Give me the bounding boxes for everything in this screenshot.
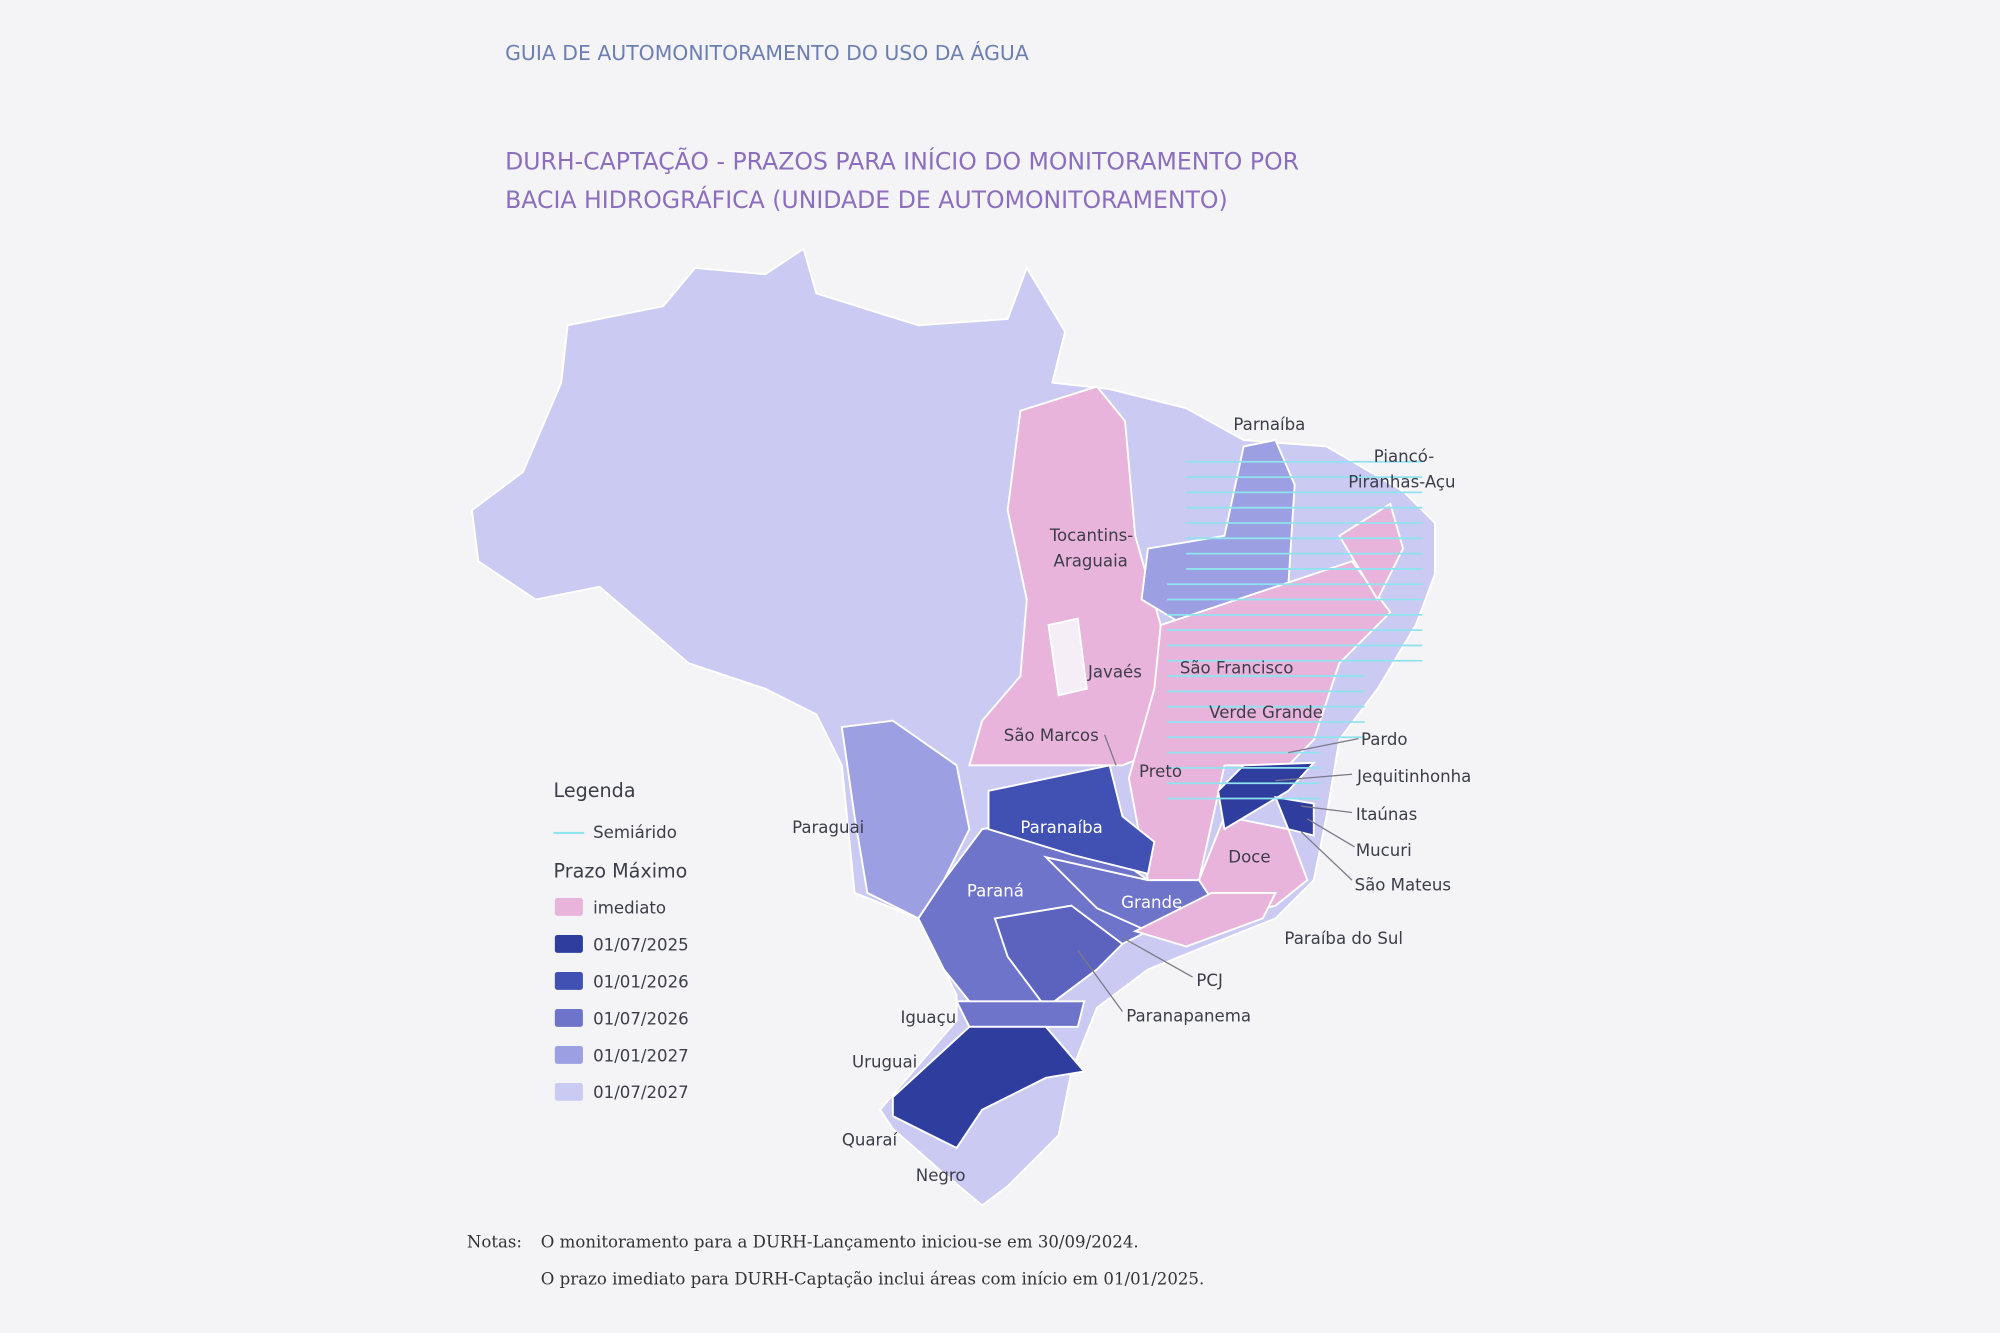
region-label: Uruguai [852, 1053, 917, 1072]
legend-label: 01/07/2025 [593, 935, 689, 954]
pointer [1122, 936, 1193, 978]
pointer [1275, 773, 1353, 782]
region-label: Jequitinhonha [1356, 767, 1471, 786]
region-label: Piancó- [1374, 447, 1434, 466]
region-label: Iguaçu [901, 1008, 957, 1027]
legend-subtitle: Prazo Máximo [554, 860, 688, 883]
pointer [1288, 737, 1359, 754]
legend-label: 01/07/2026 [593, 1009, 689, 1028]
region-paranaiba [987, 764, 1156, 875]
map [470, 247, 1436, 1207]
region-paraiba-do-sul [1132, 891, 1278, 948]
pointer [1077, 949, 1123, 1012]
region-label: Araguaia [1054, 551, 1128, 570]
region-label: São Francisco [1180, 659, 1294, 678]
note-line: O prazo imediato para DURH-Captação incl… [541, 1269, 1204, 1288]
region-pianco [1337, 502, 1405, 602]
region-label: Parnaíba [1233, 415, 1305, 434]
region-label: Javaés [1087, 662, 1142, 681]
brazil-outline [470, 247, 1436, 1207]
region-label: Paranaíba [1020, 818, 1102, 837]
region-label: Paraguai [792, 818, 864, 837]
region-label: Quaraí [842, 1130, 899, 1149]
region-label: Paraíba do Sul [1284, 929, 1403, 948]
legend-semiarid: Semiárido [593, 823, 677, 842]
region-label: PCJ [1196, 971, 1222, 990]
figure-title: DURH-CAPTAÇÃO - PRAZOS PARA INÍCIO DO MO… [505, 148, 1299, 176]
figure-title: BACIA HIDROGRÁFICA (UNIDADE DE AUTOMONIT… [505, 186, 1228, 214]
region-label: Paraná [967, 882, 1024, 901]
region-label: Piranhas-Açu [1348, 472, 1455, 491]
region-label: São Mateus [1355, 875, 1451, 894]
pointer [1300, 805, 1353, 814]
legend-label: 01/07/2027 [593, 1083, 689, 1102]
semiarid-hatching [1167, 460, 1423, 800]
region-label: São Marcos [1004, 726, 1099, 745]
legend-swatch [554, 1082, 583, 1101]
region-label: Verde Grande [1209, 703, 1323, 722]
legend-swatch [554, 898, 583, 916]
region-label: Mucuri [1356, 841, 1412, 860]
region-paranapanema [993, 904, 1124, 1010]
region-uruguai [891, 1025, 1087, 1150]
legend-title: Legenda [554, 779, 636, 802]
notes: Notas: O monitoramento para a DURH-Lança… [467, 1232, 1204, 1288]
note-line: O monitoramento para a DURH-Lançamento i… [541, 1232, 1139, 1251]
region-label: Itaúnas [1356, 805, 1417, 824]
notes-label: Notas: [467, 1232, 522, 1251]
map-labels: Parnaíba Piancó- Piranhas-Açu Tocantins- Ara… [792, 415, 1471, 1185]
region-label: Tocantins- [1049, 526, 1133, 545]
region-label: Preto [1139, 762, 1182, 781]
legend-label: 01/01/2026 [593, 972, 689, 991]
pointers [1077, 734, 1359, 1012]
header-title: GUIA DE AUTOMONITORAMENTO DO USO DA ÁGUA [505, 40, 1029, 65]
region-label: Doce [1228, 847, 1270, 866]
legend-swatch [554, 1045, 583, 1064]
legend: Legenda Semiárido Prazo Máximo imediato 0… [554, 779, 689, 1102]
legend-label: imediato [593, 898, 666, 917]
pointer [1307, 818, 1355, 848]
legend-label: 01/01/2027 [593, 1046, 689, 1065]
legend-swatch [554, 1008, 583, 1027]
region-label: Grande [1121, 893, 1182, 912]
pointer [1103, 734, 1117, 766]
region-label: Paranapanema [1126, 1007, 1251, 1026]
pointer [1300, 831, 1353, 881]
region-iguacu [955, 1000, 1086, 1028]
region-tocantins [968, 385, 1162, 767]
region-label: Negro [916, 1166, 966, 1185]
region-label: Pardo [1361, 730, 1408, 749]
legend-swatch [554, 971, 583, 990]
region-javaes [1047, 617, 1088, 697]
legend-swatch [554, 934, 583, 953]
